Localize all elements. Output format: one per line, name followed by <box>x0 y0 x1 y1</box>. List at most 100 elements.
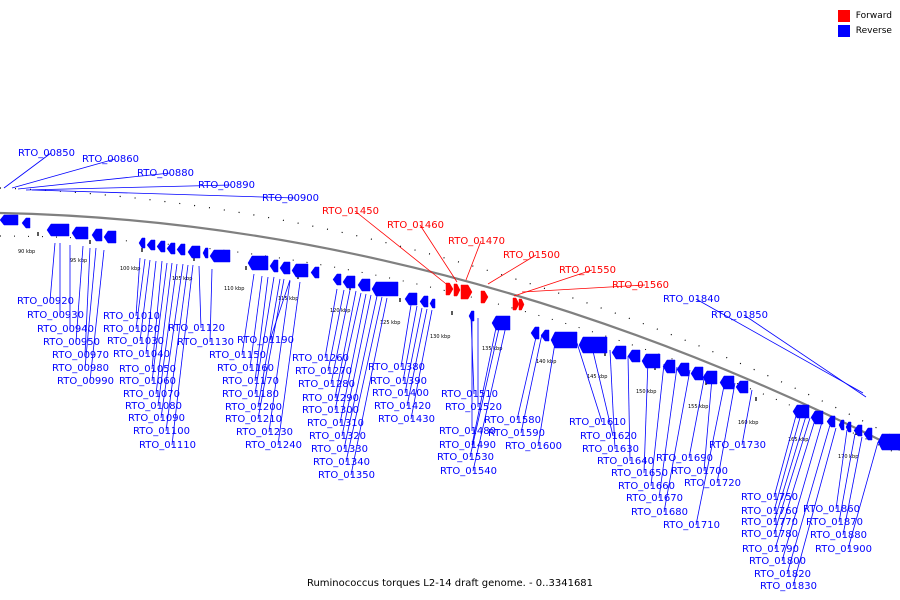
reverse-gene-feature <box>202 247 209 259</box>
gene-label: RTO_01050 <box>119 364 176 375</box>
gene-label: RTO_01820 <box>754 569 811 580</box>
gene-label: RTO_01780 <box>741 529 798 540</box>
ruler-tick-label: 165 kbp <box>788 437 808 443</box>
gene-connector <box>249 275 263 369</box>
map-caption: Ruminococcus torques L2-14 draft genome.… <box>306 578 594 589</box>
gene-label: RTO_01630 <box>582 444 639 455</box>
gene-connector <box>650 363 665 487</box>
gene-connector <box>402 305 418 382</box>
gene-connector <box>658 366 678 499</box>
reverse-gene-feature <box>156 240 166 253</box>
reverse-gene-feature <box>269 259 279 273</box>
gene-label: RTO_01060 <box>119 376 176 387</box>
reverse-gene-feature <box>690 366 704 381</box>
reverse-gene-feature <box>279 261 291 275</box>
gene-connector <box>537 336 557 447</box>
gene-connector <box>75 245 84 343</box>
ruler-tick-label: 95 kbp <box>70 258 87 264</box>
reverse-gene-feature <box>71 226 89 240</box>
ruler-tick-label: 140 kbp <box>536 359 556 365</box>
gene-connector <box>609 349 616 450</box>
reverse-gene-feature <box>863 427 873 441</box>
gene-label: RTO_00950 <box>43 337 100 348</box>
gene-connector <box>410 309 433 420</box>
gene-label: RTO_01100 <box>133 426 190 437</box>
gene-connector <box>576 342 603 423</box>
gene-connector <box>327 289 345 372</box>
feature-layer <box>0 214 900 451</box>
gene-label: RTO_01790 <box>742 544 799 555</box>
gene-label: RTO_00860 <box>82 154 139 165</box>
gene-label: RTO_01770 <box>741 517 798 528</box>
reverse-gene-feature <box>21 217 31 229</box>
gene-label: RTO_01110 <box>139 440 196 451</box>
gene-connector <box>472 325 507 472</box>
gene-label: RTO_00980 <box>52 363 109 374</box>
gene-label: RTO_01560 <box>612 280 669 291</box>
reverse-gene-feature <box>540 329 550 342</box>
gene-label: RTO_01550 <box>559 265 616 276</box>
connector-layer <box>3 152 879 587</box>
gene-label: RTO_00930 <box>27 310 84 321</box>
gene-label: RTO_01590 <box>488 428 545 439</box>
gene-label: RTO_01320 <box>309 431 366 442</box>
gene-label: RTO_01290 <box>302 393 359 404</box>
gene-connector <box>84 247 97 369</box>
reverse-gene-feature <box>676 362 690 377</box>
gene-label: RTO_01880 <box>810 530 867 541</box>
legend-item-reverse: Reverse <box>837 23 892 38</box>
gene-label: RTO_01030 <box>107 336 164 347</box>
gene-connector <box>773 413 802 512</box>
ruler-tick-label: 150 kbp <box>636 389 656 395</box>
reverse-swatch <box>837 24 850 37</box>
gene-connector <box>345 296 383 463</box>
gene-label: RTO_01330 <box>311 444 368 455</box>
gene-label: RTO_01210 <box>225 414 282 425</box>
gene-connector <box>277 281 301 446</box>
ruler-tick-label: 145 kbp <box>587 374 607 380</box>
gene-connector <box>254 276 269 382</box>
reverse-gene-feature <box>702 370 718 385</box>
reverse-gene-feature <box>209 249 231 263</box>
gene-label: RTO_01730 <box>709 440 766 451</box>
gene-label: RTO_01510 <box>441 389 498 400</box>
gene-connector <box>330 289 351 385</box>
forward-gene-feature <box>480 290 489 304</box>
forward-gene-feature <box>512 297 520 311</box>
gene-label: RTO_00890 <box>198 180 255 191</box>
gene-connector <box>324 288 338 359</box>
legend: Forward Reverse <box>837 8 892 38</box>
gene-label: RTO_01610 <box>569 417 626 428</box>
gene-connector <box>743 314 867 398</box>
gene-label: RTO_01300 <box>302 405 359 416</box>
gene-connector <box>469 323 501 458</box>
gene-label: RTO_01310 <box>307 418 364 429</box>
gene-connector <box>165 264 189 432</box>
gene-connector <box>49 242 56 302</box>
gene-label: RTO_01760 <box>741 506 798 517</box>
gene-label: RTO_01180 <box>222 389 279 400</box>
reverse-gene-feature <box>662 359 676 374</box>
ruler-tick-label: 105 kbp <box>172 276 192 282</box>
gene-label: RTO_01380 <box>368 362 425 373</box>
gene-label: RTO_01080 <box>125 401 182 412</box>
reverse-gene-feature <box>491 315 511 331</box>
gene-connector <box>792 427 837 587</box>
gene-connector <box>339 293 367 424</box>
reverse-gene-feature <box>332 273 342 286</box>
reverse-gene-feature <box>845 421 852 433</box>
reverse-gene-feature <box>838 419 845 431</box>
gene-connector <box>487 254 537 285</box>
gene-label: RTO_00970 <box>52 350 109 361</box>
gene-label: RTO_01650 <box>611 468 668 479</box>
gene-connector <box>157 263 178 407</box>
gene-connector <box>269 279 291 341</box>
ruler-tick-label: 155 kbp <box>688 404 708 410</box>
gene-label: RTO_01700 <box>671 466 728 477</box>
reverse-gene-feature <box>0 214 19 226</box>
gene-connector <box>3 152 52 189</box>
gene-connector <box>773 411 798 498</box>
gene-connector <box>11 158 116 189</box>
gene-connector <box>343 295 378 450</box>
